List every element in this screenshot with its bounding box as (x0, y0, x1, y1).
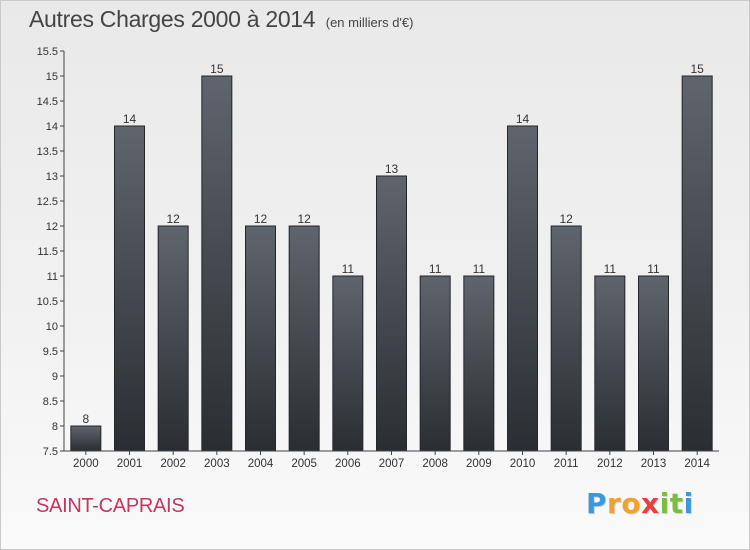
x-tick-label: 2009 (466, 458, 492, 470)
brand-letter: o (621, 487, 642, 520)
y-tick-label: 14 (46, 121, 58, 133)
place-name: SAINT-CAPRAIS (36, 495, 185, 517)
chart-subtitle: (en milliers d'€) (325, 15, 414, 30)
y-tick-label: 11 (47, 271, 58, 283)
data-label: 12 (297, 212, 311, 226)
x-tick-label: 2008 (422, 458, 448, 470)
bar (376, 175, 407, 452)
data-label: 11 (604, 262, 617, 276)
data-label: 14 (123, 112, 137, 126)
chart-title: Autres Charges 2000 à 2014 (29, 6, 316, 32)
brand-letter: t (669, 487, 684, 520)
brand-letter: r (607, 487, 622, 520)
bar (245, 225, 276, 452)
bar (681, 75, 713, 452)
data-label: 15 (690, 62, 704, 76)
y-tick-label: 9.5 (43, 346, 58, 358)
y-tick-label: 15.5 (37, 46, 58, 58)
bar (550, 225, 582, 452)
brand-letter: x (641, 487, 660, 520)
data-label: 13 (385, 162, 399, 176)
data-label: 11 (342, 262, 355, 276)
x-tick-label: 2003 (204, 458, 230, 470)
brand-letter: P (586, 487, 608, 520)
y-tick-label: 8 (52, 421, 58, 433)
y-tick-label: 13 (46, 171, 58, 183)
y-tick-label: 11.5 (37, 246, 58, 258)
data-label: 11 (473, 262, 486, 276)
y-tick-label: 10 (46, 321, 58, 333)
data-label: 12 (166, 212, 180, 226)
x-tick-label: 2000 (73, 458, 99, 470)
bar (419, 275, 451, 452)
x-tick-label: 2007 (379, 458, 405, 470)
x-axis: 2000 2001 2002 2003 2004 2005 2006 2007 2008 2009… (64, 450, 719, 470)
bar (157, 225, 189, 452)
x-tick-label: 2012 (597, 458, 623, 470)
y-axis: 7.5 8 8.5 9 9.5 10 10.5 11 11.5 12 12.5 13 13.5 14 14.… (37, 46, 65, 458)
bar (463, 275, 495, 452)
y-tick-label: 9 (52, 371, 58, 383)
y-tick-label: 7.5 (43, 446, 58, 458)
brand-logo: Proxiti (586, 487, 694, 520)
y-tick-label: 14.5 (37, 96, 58, 108)
x-tick-label: 2010 (510, 458, 536, 470)
bars: 8 14 12 15 12 12 11 13 11 11 14 12 11 11 15 (70, 62, 713, 452)
data-label: 14 (516, 112, 530, 126)
x-tick-label: 2013 (641, 458, 667, 470)
bar (288, 225, 320, 452)
x-tick-label: 2002 (160, 458, 186, 470)
y-tick-label: 12 (46, 221, 58, 233)
x-tick-label: 2011 (554, 458, 579, 470)
x-tick-label: 2006 (335, 458, 361, 470)
bar (638, 275, 669, 452)
y-tick-label: 8.5 (43, 396, 58, 408)
brand-letter: i (683, 487, 694, 520)
bar (114, 125, 145, 452)
title-row: Autres Charges 2000 à 2014 (en milliers … (29, 6, 413, 33)
data-label: 15 (210, 62, 224, 76)
x-tick-label: 2001 (117, 458, 143, 470)
bar (507, 125, 538, 452)
data-label: 12 (559, 212, 573, 226)
data-label: 11 (647, 262, 660, 276)
x-tick-label: 2005 (291, 458, 317, 470)
bar (70, 425, 102, 452)
y-tick-label: 12.5 (37, 196, 58, 208)
data-label: 12 (254, 212, 268, 226)
y-tick-label: 13.5 (37, 146, 58, 158)
bar (594, 275, 626, 452)
bar (332, 275, 364, 452)
data-label: 8 (82, 412, 89, 426)
bar (201, 75, 233, 452)
y-tick-label: 15 (46, 71, 58, 83)
brand-letter: i (659, 487, 670, 520)
y-tick-label: 10.5 (37, 296, 58, 308)
x-tick-label: 2014 (684, 458, 710, 470)
data-label: 11 (429, 262, 442, 276)
x-tick-label: 2004 (248, 458, 274, 470)
